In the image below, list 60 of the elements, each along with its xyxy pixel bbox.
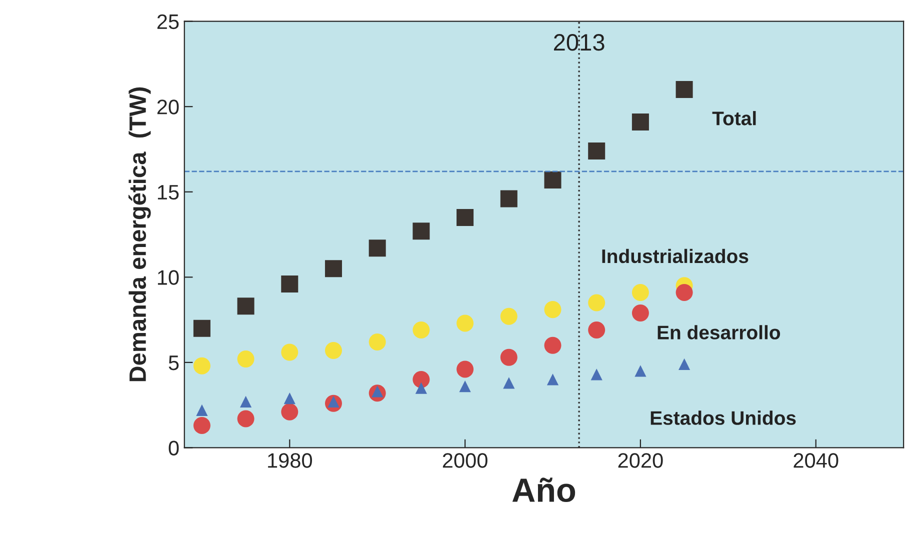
point — [503, 377, 515, 389]
point — [456, 208, 474, 226]
y-tick-label: 20 — [157, 100, 179, 114]
series-label: Estados Unidos — [650, 410, 796, 425]
point — [281, 344, 298, 361]
x-tick-label: 2020 — [618, 453, 663, 468]
point — [412, 370, 430, 388]
point — [588, 294, 606, 312]
point — [368, 240, 386, 257]
point — [500, 348, 518, 366]
point — [544, 336, 562, 354]
point — [459, 380, 471, 392]
x-axis-title: Año — [512, 478, 576, 502]
point — [676, 284, 693, 302]
point — [500, 308, 518, 325]
point — [676, 81, 693, 98]
point — [324, 342, 342, 360]
point — [632, 284, 649, 302]
series-label: Industrializados — [602, 248, 748, 264]
point — [368, 333, 386, 350]
y-tick-label: 15 — [158, 185, 179, 200]
point — [193, 357, 210, 374]
point — [412, 322, 430, 339]
y-axis-title: Demanda energética (TW) — [128, 87, 151, 382]
series-label: En desarrollo — [658, 325, 780, 340]
y-tick-label: 10 — [158, 270, 179, 285]
y-tick-label: 0 — [168, 440, 179, 456]
point — [240, 396, 252, 408]
x-tick-label: 2040 — [794, 453, 838, 468]
point — [281, 403, 298, 420]
point — [632, 304, 649, 322]
point — [500, 190, 518, 208]
point — [632, 113, 649, 130]
point — [546, 374, 559, 386]
point — [588, 142, 606, 160]
point — [324, 260, 342, 278]
point — [237, 350, 254, 368]
series-label: Total — [712, 111, 756, 126]
point — [634, 365, 646, 377]
y-tick-label: 25 — [157, 14, 179, 30]
point — [456, 360, 474, 378]
point — [415, 382, 428, 394]
point — [237, 410, 254, 428]
point — [281, 275, 298, 292]
x-tick-label: 1980 — [268, 453, 312, 468]
x-tick-label: 2000 — [442, 453, 488, 468]
point — [412, 222, 430, 240]
point — [544, 301, 562, 318]
point — [284, 392, 296, 404]
point — [193, 417, 210, 434]
point — [544, 171, 562, 188]
point — [588, 322, 606, 339]
point — [590, 368, 602, 380]
point — [678, 358, 690, 370]
point — [196, 404, 208, 416]
point — [237, 298, 254, 315]
y-tick-label: 5 — [168, 356, 179, 370]
point — [456, 314, 474, 332]
point — [193, 320, 210, 337]
ref-line-label: 2013 — [554, 34, 604, 51]
